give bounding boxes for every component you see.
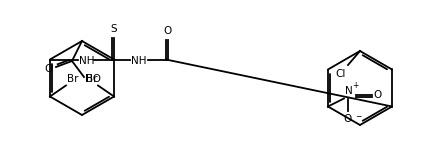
Text: O: O — [344, 115, 352, 125]
Text: N: N — [345, 86, 353, 97]
Text: O: O — [45, 64, 53, 74]
Text: O: O — [373, 89, 381, 100]
Text: NH: NH — [79, 55, 95, 66]
Text: Br: Br — [86, 73, 97, 83]
Text: S: S — [110, 24, 117, 33]
Text: O: O — [164, 25, 172, 36]
Text: HO: HO — [85, 74, 101, 84]
Text: Cl: Cl — [335, 69, 346, 79]
Text: NH: NH — [131, 55, 146, 66]
Text: −: − — [355, 112, 361, 122]
Text: Br: Br — [67, 73, 79, 83]
Text: +: + — [352, 82, 358, 91]
